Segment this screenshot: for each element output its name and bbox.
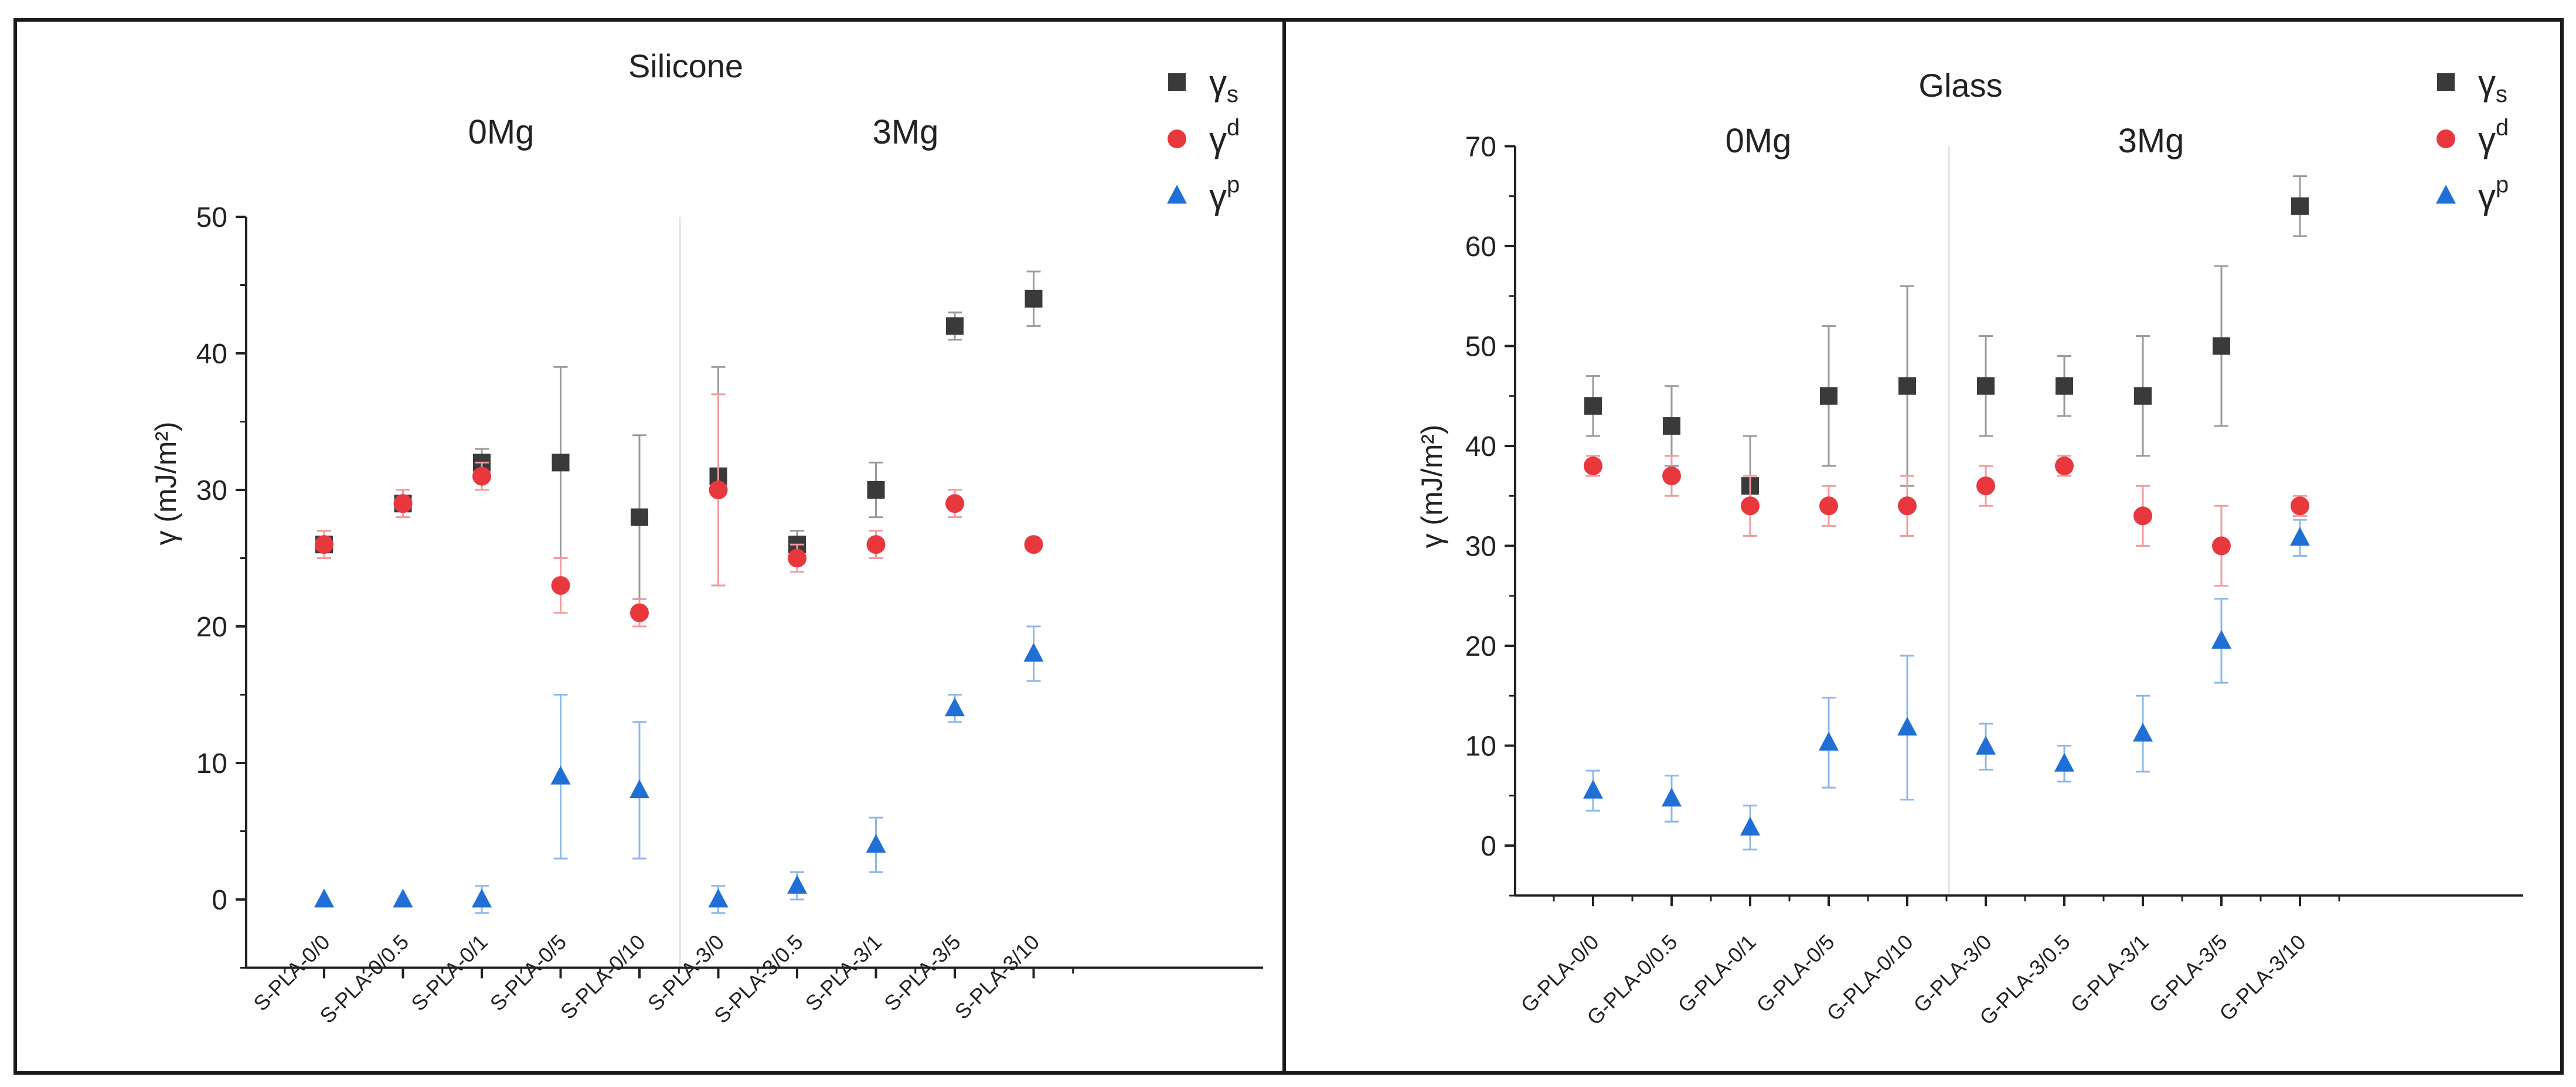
y-tick-label: 70: [1465, 132, 1496, 163]
data-point-triangle: [787, 875, 807, 894]
y-axis-label: γ (mJ/m²): [149, 421, 182, 545]
data-point-triangle: [393, 888, 413, 908]
legend-label: γs: [2478, 63, 2507, 107]
y-tick-label: 0: [1481, 831, 1496, 862]
legend-label: γd: [1209, 115, 1240, 159]
data-point-square: [2134, 387, 2152, 405]
data-point-square: [1977, 377, 1995, 395]
data-point-circle: [709, 481, 728, 499]
legend-label: γp: [1209, 172, 1240, 216]
y-tick-label: 20: [196, 612, 227, 643]
data-point-triangle: [1583, 779, 1603, 799]
y-tick-label: 30: [1465, 531, 1496, 563]
data-point-square: [867, 481, 885, 499]
data-point-triangle: [1897, 717, 1917, 736]
data-point-triangle: [2133, 723, 2153, 742]
data-point-triangle: [472, 888, 492, 908]
data-point-circle: [1741, 496, 1760, 516]
legend: γs γd γp: [2436, 63, 2509, 216]
data-point-circle: [1024, 535, 1043, 554]
data-point-circle: [1898, 496, 1917, 516]
y-tick-label: 40: [196, 339, 227, 370]
data-point-triangle: [708, 888, 729, 908]
legend-label: γs: [1209, 63, 1238, 107]
data-point-triangle: [2054, 752, 2074, 772]
legend-marker-square: [1168, 73, 1186, 91]
legend-label: γd: [2478, 115, 2509, 159]
data-point-triangle: [314, 888, 334, 908]
y-tick-label: 40: [1465, 431, 1496, 462]
data-point-circle: [866, 535, 886, 554]
data-point-triangle: [1819, 731, 1839, 751]
data-point-triangle: [945, 697, 965, 717]
data-point-circle: [630, 603, 649, 622]
data-point-square: [2291, 197, 2309, 215]
data-point-square: [1025, 289, 1043, 308]
data-point-circle: [2133, 506, 2152, 526]
legend-marker-circle: [1168, 130, 1186, 148]
group-label-3mg: 3Mg: [2118, 122, 2184, 160]
data-point-triangle: [2290, 527, 2310, 546]
data-point-square: [1820, 387, 1837, 405]
series-circle: [1584, 455, 2309, 587]
legend-marker-triangle: [2436, 185, 2456, 204]
chart-title: Glass: [1918, 67, 2002, 104]
data-point-circle: [393, 494, 413, 513]
data-point-square: [1584, 397, 1602, 415]
data-point-circle: [1662, 466, 1681, 486]
data-point-circle: [1819, 496, 1838, 516]
panel-frame: [1282, 18, 2564, 1075]
y-tick-label: 10: [1465, 731, 1496, 762]
legend-marker-triangle: [1167, 185, 1187, 204]
data-point-triangle: [1740, 816, 1760, 836]
data-point-triangle: [1023, 643, 1044, 662]
data-point-square: [1898, 377, 1916, 395]
data-point-circle: [2291, 496, 2309, 516]
legend-marker-square: [2437, 73, 2455, 91]
data-point-square: [2213, 337, 2230, 355]
data-point-triangle: [1662, 788, 1682, 807]
data-point-triangle: [629, 779, 649, 799]
y-tick-label: 20: [1465, 631, 1496, 662]
y-tick-label: 50: [196, 202, 227, 233]
series-circle: [315, 393, 1043, 628]
y-tick-label: 0: [212, 885, 227, 916]
y-axis-label: γ (mJ/m²): [1415, 424, 1448, 548]
data-point-circle: [1584, 456, 1602, 476]
data-point-triangle: [550, 765, 571, 785]
data-point-circle: [1976, 476, 1995, 496]
legend: γs γd γp: [1167, 63, 1240, 216]
data-point-circle: [551, 576, 570, 595]
data-point-square: [552, 454, 570, 472]
data-point-circle: [472, 466, 491, 486]
data-point-triangle: [866, 834, 886, 853]
data-point-circle: [315, 535, 334, 554]
data-point-square: [631, 508, 648, 526]
group-label-3mg: 3Mg: [873, 113, 939, 151]
y-tick-label: 50: [1465, 332, 1496, 363]
group-label-0mg: 0Mg: [468, 113, 535, 151]
group-label-0mg: 0Mg: [1726, 122, 1792, 160]
y-tick-label: 60: [1465, 231, 1496, 263]
data-point-square: [946, 317, 964, 335]
series-triangle: [1583, 519, 2310, 851]
data-point-square: [1663, 417, 1680, 435]
y-tick-label: 30: [196, 475, 227, 506]
legend-label: γp: [2478, 172, 2509, 216]
y-tick-label: 10: [196, 748, 227, 779]
data-point-circle: [945, 494, 964, 513]
series-triangle: [314, 625, 1044, 914]
data-point-circle: [2212, 536, 2231, 556]
data-point-circle: [2055, 456, 2074, 476]
data-point-triangle: [1976, 735, 1996, 755]
data-point-square: [2056, 377, 2073, 395]
legend-marker-circle: [2437, 130, 2455, 148]
data-point-circle: [788, 548, 807, 568]
series-square: [1584, 175, 2309, 537]
chart-title: Silicone: [628, 47, 743, 84]
data-point-triangle: [2211, 629, 2231, 649]
